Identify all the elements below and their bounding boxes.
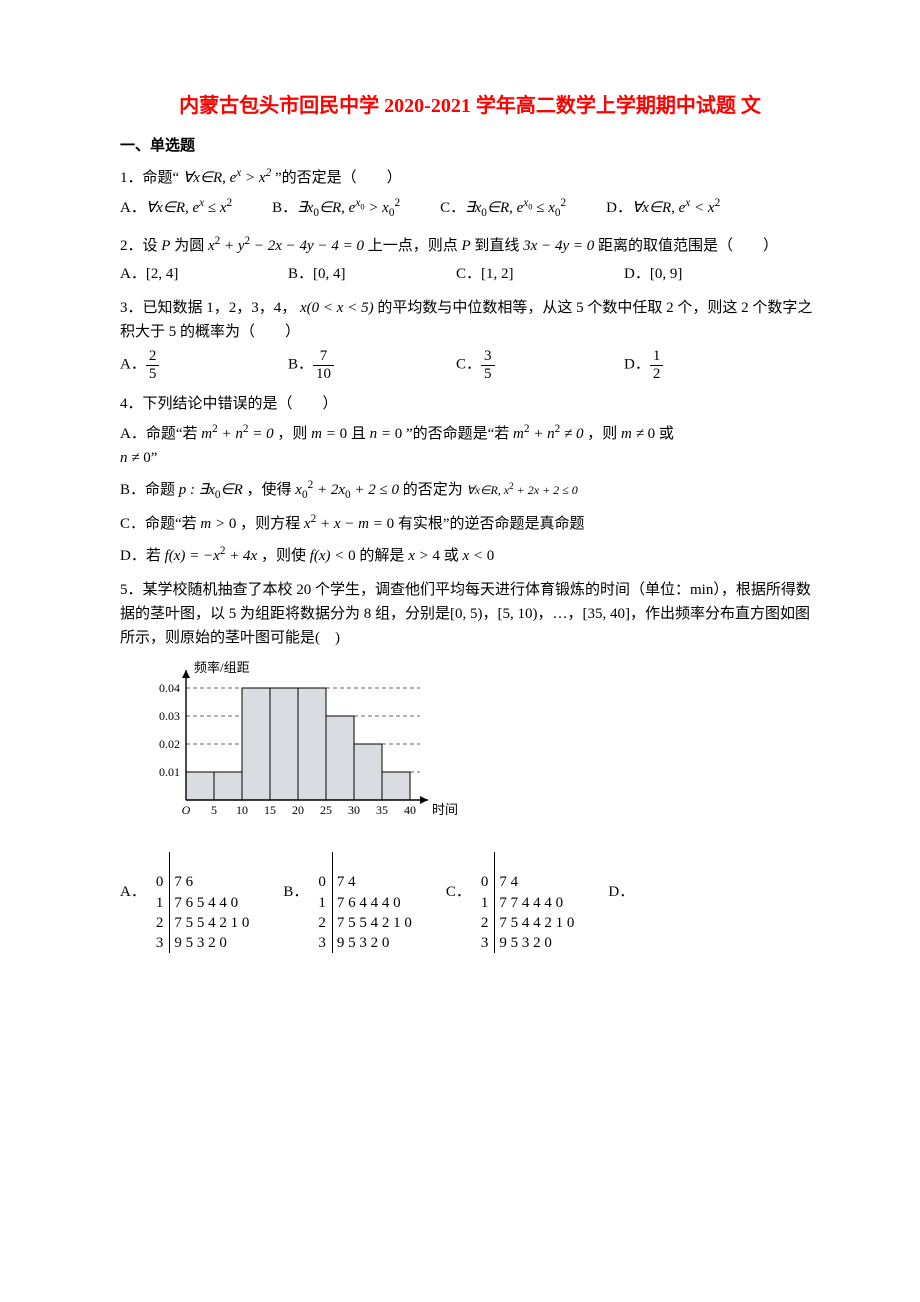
question-3: 3．已知数据 1，2，3，4， x(0 < x < 5) 的平均数与中位数相等，… [120, 296, 820, 344]
q1-opt-b: B．∃x0∈R, ex0 > x02 [272, 194, 400, 222]
option-label: D． [608, 852, 634, 904]
q2-d: 到直线 [474, 238, 523, 254]
q4-opt-d: D．若 f(x) = −x2 + 4x ，则使 f(x) < 0 的解是 x >… [120, 542, 820, 568]
question-5: 5．某学校随机抽查了本校 20 个学生，调查他们平均每天进行体育锻炼的时间（单位… [120, 578, 820, 650]
svg-text:30: 30 [348, 803, 360, 817]
q3-opt-a: A．25 [120, 348, 288, 382]
svg-text:35: 35 [376, 803, 388, 817]
q2-opt-d: D．[0, 9] [624, 262, 792, 286]
q2-a: 2．设 [120, 238, 161, 254]
q1-text-a: 1．命题“ [120, 170, 179, 186]
q4-opt-b: B．命题 p : ∃x0∈R ，使得 x02 + 2x0 + 2 ≤ 0 的否定… [120, 476, 820, 504]
question-4: 4．下列结论中错误的是（ ） [120, 392, 820, 416]
q2-line: 3x − 4y = 0 [523, 238, 594, 254]
q3-options: A．25 B．710 C．35 D．12 [120, 348, 820, 382]
stemleaf-option: B． 07 417 6 4 4 4 027 5 5 4 2 1 039 5 3 … [283, 852, 416, 953]
q1-text-b: ”的否定是（ ） [275, 170, 402, 186]
svg-text:15: 15 [264, 803, 276, 817]
histogram: 0.01 0.02 0.03 0.04 O 5 10 15 20 25 30 35 40 时间/min 频率… [138, 660, 820, 838]
q2-P2: P [461, 238, 470, 254]
q4-opt-a: A．命题“若 m2 + n2 = 0 ，则 m = 0 且 n = 0 ”的否命… [120, 420, 820, 470]
svg-text:25: 25 [320, 803, 332, 817]
svg-text:10: 10 [236, 803, 248, 817]
svg-text:0.01: 0.01 [159, 765, 180, 779]
q3-opt-c: C．35 [456, 348, 624, 382]
q2-opt-a: A．[2, 4] [120, 262, 288, 286]
q1-math: ∀x∈R, ex > x2 [183, 170, 271, 186]
option-label: B． [283, 852, 308, 904]
svg-text:频率/组距: 频率/组距 [194, 660, 250, 675]
q2-P: P [161, 238, 170, 254]
section-heading: 一、单选题 [120, 134, 820, 158]
q4-opt-c: C．命题“若 m > 0 ，则方程 x2 + x − m = 0 有实根”的逆否… [120, 510, 820, 536]
question-2: 2．设 P 为圆 x2 + y2 − 2x − 4y − 4 = 0 上一点，则… [120, 232, 820, 258]
svg-text:5: 5 [211, 803, 217, 817]
q2-b: 为圆 [174, 238, 208, 254]
q2-circle: x2 + y2 − 2x − 4y − 4 = 0 [208, 238, 364, 254]
svg-text:O: O [182, 803, 191, 817]
svg-text:时间/min: 时间/min [432, 802, 458, 817]
q2-opt-c: C．[1, 2] [456, 262, 624, 286]
q1-options: A．∀x∈R, ex ≤ x2 B．∃x0∈R, ex0 > x02 C．∃x0… [120, 194, 820, 222]
stemleaf-options: A． 07 617 6 5 4 4 027 5 5 4 2 1 039 5 3 … [120, 852, 820, 953]
q3-opt-b: B．710 [288, 348, 456, 382]
svg-text:0.02: 0.02 [159, 737, 180, 751]
q3-a: 3．已知数据 1，2，3，4， [120, 300, 296, 316]
q2-e: 距离的取值范围是（ ） [598, 238, 778, 254]
svg-text:20: 20 [292, 803, 304, 817]
q2-opt-b: B．[0, 4] [288, 262, 456, 286]
page-title: 内蒙古包头市回民中学 2020-2021 学年高二数学上学期期中试题 文 [120, 90, 820, 122]
q1-opt-c: C．∃x0∈R, ex0 ≤ x02 [440, 194, 566, 222]
svg-text:40: 40 [404, 803, 416, 817]
option-label: A． [120, 852, 146, 904]
q3-opt-d: D．12 [624, 348, 792, 382]
q1-opt-d: D．∀x∈R, ex < x2 [606, 194, 720, 222]
stemleaf-option: C． 07 417 7 4 4 4 027 5 4 4 2 1 039 5 3 … [446, 852, 579, 953]
q3-x: x(0 < x < 5) [300, 300, 374, 316]
stemleaf-option: A． 07 617 6 5 4 4 027 5 5 4 2 1 039 5 3 … [120, 852, 253, 953]
question-1: 1．命题“ ∀x∈R, ex > x2 ”的否定是（ ） [120, 164, 820, 190]
svg-text:0.04: 0.04 [159, 681, 180, 695]
option-label: C． [446, 852, 471, 904]
q1-opt-a: A．∀x∈R, ex ≤ x2 [120, 194, 232, 222]
q2-options: A．[2, 4] B．[0, 4] C．[1, 2] D．[0, 9] [120, 262, 820, 286]
q2-c: 上一点，则点 [368, 238, 462, 254]
stemleaf-option: D． [608, 852, 640, 904]
svg-text:0.03: 0.03 [159, 709, 180, 723]
